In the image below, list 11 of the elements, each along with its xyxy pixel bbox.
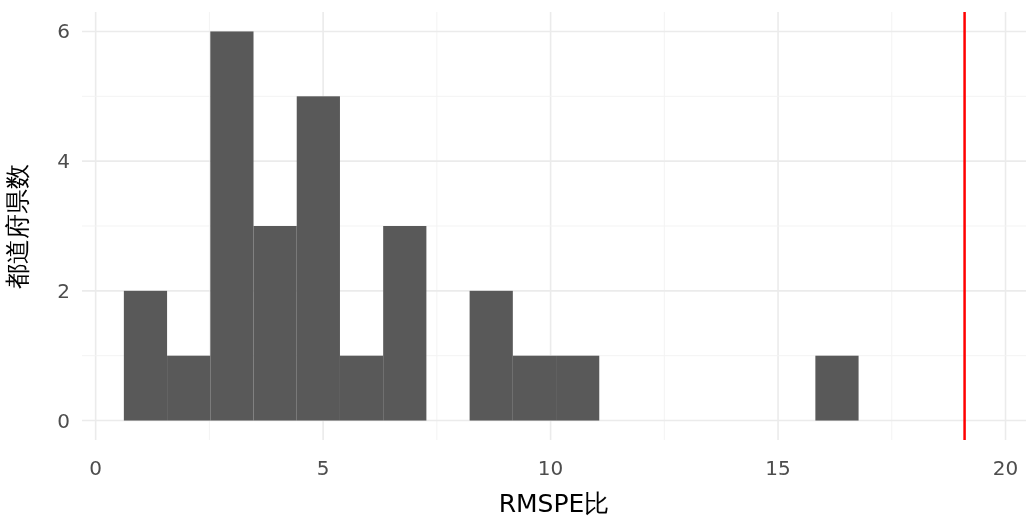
- y-tick-label: 6: [57, 19, 70, 44]
- x-tick-label: 20: [992, 456, 1019, 480]
- y-tick-label: 2: [57, 278, 70, 303]
- x-tick-label: 5: [316, 456, 330, 480]
- y-axis-title: 都道府県数: [3, 163, 32, 289]
- x-tick-label: 15: [765, 456, 791, 480]
- y-tick-label: 0: [57, 408, 70, 433]
- x-axis-title: RMSPE比: [498, 489, 610, 518]
- x-tick-label: 10: [537, 456, 564, 480]
- y-tick-label: 4: [57, 149, 70, 174]
- x-tick-label: 0: [89, 456, 103, 480]
